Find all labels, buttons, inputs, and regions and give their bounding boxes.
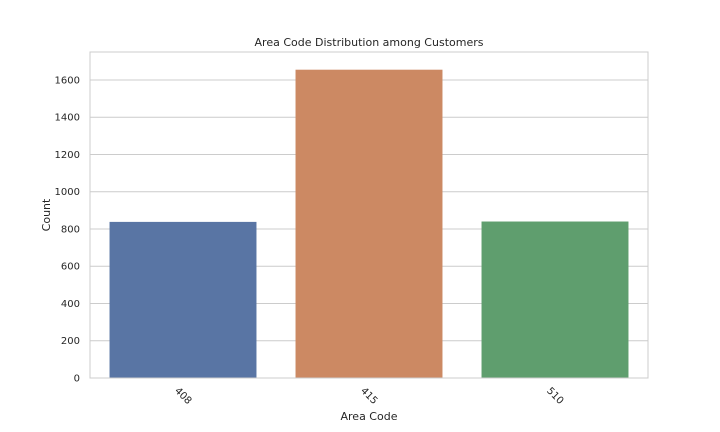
chart-title: Area Code Distribution among Customers (255, 36, 484, 49)
bar-510 (481, 221, 629, 378)
y-tick-label: 1600 (55, 75, 80, 86)
x-tick-label: 415 (358, 386, 379, 407)
y-axis-label: Count (40, 198, 53, 231)
y-tick-label: 600 (61, 262, 80, 273)
x-tick-label: 408 (172, 386, 193, 407)
y-tick-label: 1200 (55, 150, 80, 161)
x-axis-ticks: 408 415 510 (172, 386, 565, 407)
y-tick-label: 0 (74, 374, 80, 385)
plot-frame (89, 51, 649, 379)
y-tick-label: 1000 (55, 187, 80, 198)
x-tick-label: 510 (544, 386, 565, 407)
bars (109, 69, 629, 378)
y-axis-ticks: 0 200 400 600 800 1000 1200 1400 1600 (55, 75, 80, 384)
bar-408 (109, 221, 257, 378)
x-axis-label: Area Code (341, 410, 398, 423)
y-tick-label: 200 (61, 336, 80, 347)
y-tick-label: 800 (61, 224, 80, 235)
y-tick-label: 1400 (55, 113, 80, 124)
y-tick-label: 400 (61, 299, 80, 310)
bar-415 (295, 69, 443, 378)
